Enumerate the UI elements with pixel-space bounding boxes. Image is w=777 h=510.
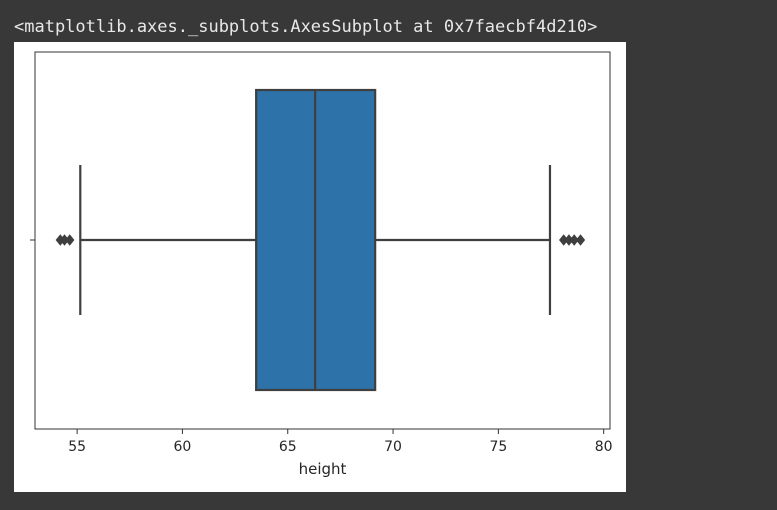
boxplot-chart: 55 60 65 70 75 80 height	[30, 51, 613, 478]
x-tick-label: 55	[68, 439, 86, 455]
x-tick-label: 80	[595, 439, 613, 455]
cell-output-repr: <matplotlib.axes._subplots.AxesSubplot a…	[14, 17, 598, 37]
x-axis-label: height	[299, 460, 347, 478]
outlier-point	[569, 234, 579, 246]
outlier-point	[65, 234, 75, 246]
x-tick-label: 75	[489, 439, 507, 455]
x-tick-label: 65	[279, 439, 297, 455]
x-tick-label: 70	[384, 439, 402, 455]
chart-figure: 55 60 65 70 75 80 height	[14, 42, 626, 492]
outlier-point	[575, 234, 586, 246]
x-tick-label: 60	[174, 439, 192, 455]
